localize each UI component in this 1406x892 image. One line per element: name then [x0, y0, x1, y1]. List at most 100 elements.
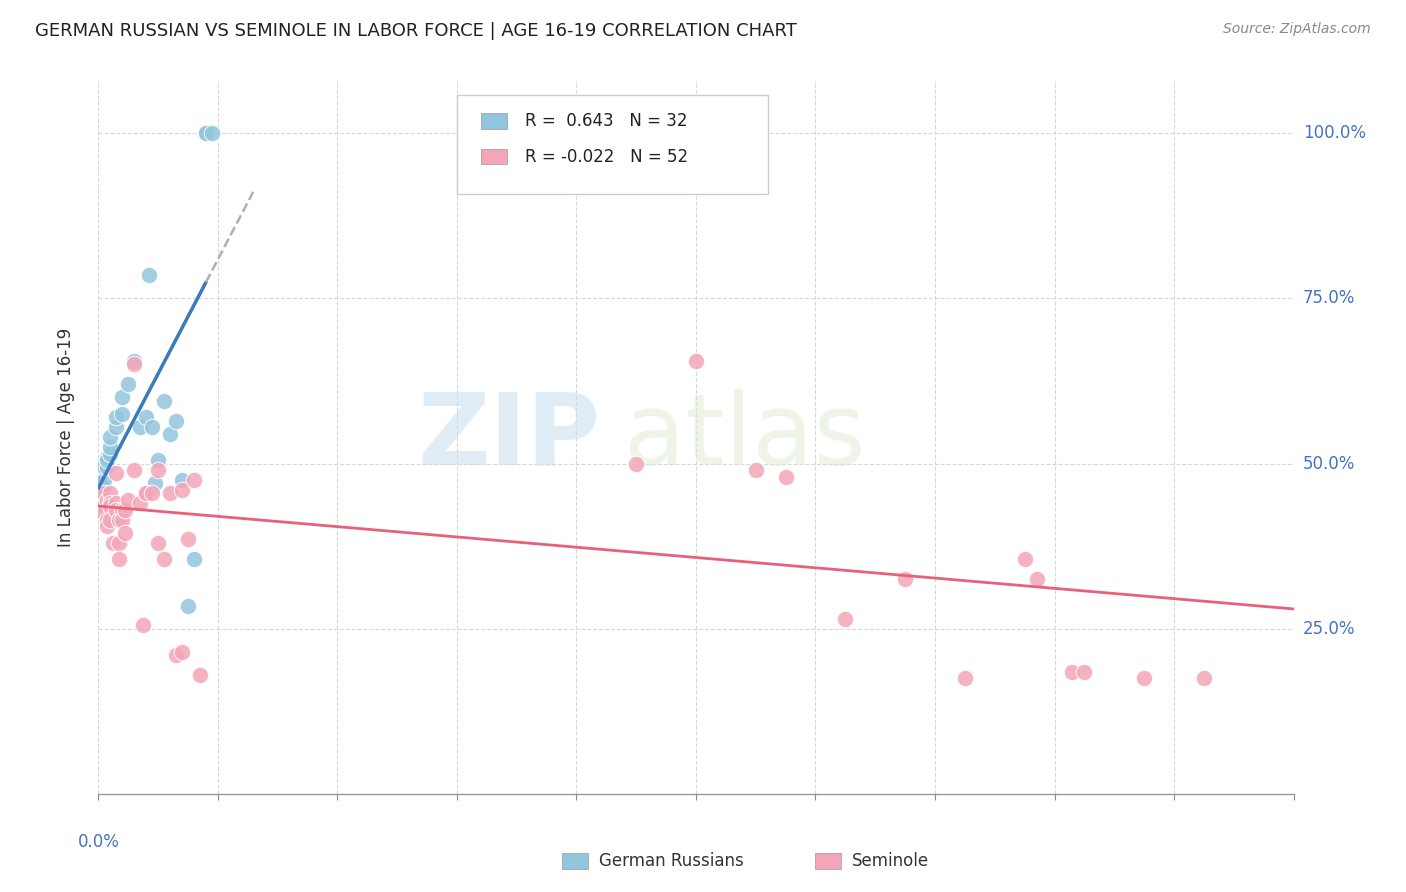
Point: [98, 430, 122, 444]
Point: [124, 358, 146, 372]
Point: [98, 513, 122, 527]
Text: ZIP: ZIP: [418, 389, 600, 485]
Point: [135, 486, 157, 500]
Point: [194, 126, 218, 140]
Point: [105, 420, 128, 434]
Text: Seminole: Seminole: [852, 852, 929, 870]
Point: [775, 469, 797, 483]
Point: [90, 476, 112, 491]
Text: R = -0.022   N = 52: R = -0.022 N = 52: [524, 148, 688, 166]
Point: [1073, 665, 1095, 679]
Point: [141, 420, 163, 434]
Text: 0.0%: 0.0%: [77, 833, 120, 851]
Point: [172, 473, 194, 487]
Point: [894, 572, 917, 586]
Point: [90, 496, 112, 510]
Point: [506, 126, 529, 140]
Point: [96, 450, 118, 464]
Point: [111, 513, 134, 527]
Point: [98, 440, 122, 454]
Point: [188, 668, 211, 682]
Point: [114, 502, 136, 516]
Point: [834, 612, 856, 626]
Point: [132, 618, 155, 632]
Point: [93, 459, 115, 474]
Point: [108, 552, 131, 566]
Point: [96, 459, 118, 474]
Text: German Russians: German Russians: [599, 852, 744, 870]
Text: 100.0%: 100.0%: [1303, 124, 1367, 142]
Point: [108, 536, 131, 550]
Point: [96, 453, 118, 467]
Point: [1025, 572, 1047, 586]
Point: [135, 486, 157, 500]
Point: [153, 552, 176, 566]
Point: [143, 476, 166, 491]
Point: [90, 500, 112, 514]
Text: GERMAN RUSSIAN VS SEMINOLE IN LABOR FORCE | AGE 16-19 CORRELATION CHART: GERMAN RUSSIAN VS SEMINOLE IN LABOR FORC…: [35, 22, 797, 40]
Point: [172, 645, 194, 659]
Point: [148, 536, 170, 550]
Text: Source: ZipAtlas.com: Source: ZipAtlas.com: [1223, 22, 1371, 37]
Point: [117, 492, 139, 507]
Point: [124, 354, 146, 368]
FancyBboxPatch shape: [457, 95, 768, 194]
Point: [159, 426, 181, 441]
Point: [141, 486, 163, 500]
Point: [745, 463, 768, 477]
Point: [685, 354, 707, 368]
Text: R =  0.643   N = 32: R = 0.643 N = 32: [524, 112, 688, 130]
FancyBboxPatch shape: [481, 149, 508, 164]
Point: [96, 513, 118, 527]
Point: [153, 393, 176, 408]
Point: [96, 492, 118, 507]
Point: [117, 377, 139, 392]
Point: [93, 506, 115, 520]
Point: [159, 486, 181, 500]
Text: 25.0%: 25.0%: [1303, 620, 1355, 638]
Point: [172, 483, 194, 497]
Point: [953, 671, 976, 685]
Point: [135, 410, 157, 425]
Text: 75.0%: 75.0%: [1303, 289, 1355, 308]
Point: [93, 457, 115, 471]
Point: [108, 513, 131, 527]
Point: [1062, 665, 1084, 679]
Point: [138, 268, 160, 283]
Point: [183, 473, 205, 487]
Point: [98, 496, 122, 510]
Point: [124, 463, 146, 477]
Point: [105, 502, 128, 516]
Point: [93, 480, 115, 494]
Point: [90, 486, 112, 500]
Point: [129, 496, 152, 510]
Point: [98, 486, 122, 500]
Point: [194, 126, 218, 140]
Y-axis label: In Labor Force | Age 16-19: In Labor Force | Age 16-19: [56, 327, 75, 547]
Point: [98, 500, 122, 514]
Point: [201, 126, 224, 140]
Point: [194, 126, 218, 140]
FancyBboxPatch shape: [481, 113, 508, 128]
Point: [93, 486, 115, 500]
Point: [111, 407, 134, 421]
Point: [114, 525, 136, 540]
Point: [1133, 671, 1156, 685]
Point: [93, 473, 115, 487]
Point: [129, 420, 152, 434]
Point: [177, 599, 200, 613]
Point: [96, 519, 118, 533]
Point: [624, 457, 647, 471]
Point: [105, 496, 128, 510]
Point: [177, 533, 200, 547]
Text: atlas: atlas: [624, 389, 866, 485]
Point: [183, 552, 205, 566]
Point: [1014, 552, 1036, 566]
Point: [105, 410, 128, 425]
Point: [148, 463, 170, 477]
Point: [194, 126, 218, 140]
Point: [98, 447, 122, 461]
Point: [105, 467, 128, 481]
Text: 50.0%: 50.0%: [1303, 455, 1355, 473]
Point: [111, 502, 134, 516]
